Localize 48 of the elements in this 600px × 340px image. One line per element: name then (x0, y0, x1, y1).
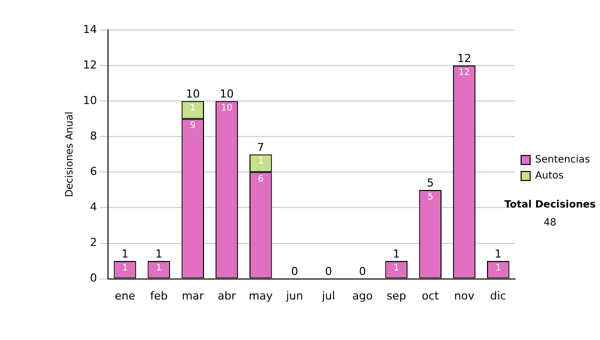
y-tick-label: 0 (90, 272, 97, 285)
x-tick-label: dic (490, 289, 506, 302)
x-tick-label: feb (150, 289, 168, 302)
x-tick-label: mar (182, 289, 204, 302)
y-axis-title: Decisiones Anual (64, 112, 76, 198)
text: 48 (544, 218, 556, 229)
legend-label: Autos (535, 170, 564, 182)
y-tick-label: 4 (90, 200, 97, 214)
total-label: 1 (392, 247, 400, 260)
data-label: 5 (427, 192, 434, 202)
data-label: 1 (190, 103, 196, 114)
data-label: 6 (258, 174, 264, 185)
data-label: 1 (156, 263, 162, 274)
data-label: 1 (495, 263, 502, 274)
x-tick-label: ago (352, 289, 373, 302)
data-label: 1 (394, 263, 400, 274)
x-tick-label: jun (285, 289, 304, 302)
total-label: 1 (121, 247, 128, 260)
total-label: 1 (155, 247, 162, 260)
total-label: 12 (457, 52, 472, 65)
x-tick-label: may (248, 289, 274, 302)
total-label: 0 (358, 265, 366, 278)
total-label: 10 (186, 87, 200, 100)
total-label: 0 (291, 265, 298, 278)
y-tick-label: 12 (82, 58, 97, 72)
x-tick-label: sep (386, 289, 406, 302)
y-tick-label: 8 (90, 129, 97, 142)
total-label: 1 (494, 247, 502, 260)
y-tick-label: 2 (90, 236, 97, 250)
total-label: 5 (426, 176, 434, 190)
x-tick-label: abr (218, 289, 236, 302)
data-label: 1 (122, 263, 128, 274)
data-label: 1 (258, 156, 264, 167)
data-label: 10 (221, 103, 233, 114)
x-tick-label: oct (422, 289, 440, 302)
data-label: 12 (458, 68, 470, 78)
y-tick-label: 10 (82, 94, 97, 107)
x-tick-label: nov (454, 289, 475, 302)
x-tick-label: jul (320, 289, 336, 302)
total-label: 0 (325, 265, 332, 278)
y-tick-label: 14 (82, 22, 97, 36)
legend-label: Sentencias (535, 154, 590, 166)
data-label: 9 (190, 121, 196, 132)
annotation: Total Decisiones (504, 200, 596, 211)
x-tick-label: ene (114, 289, 136, 302)
total-label: 10 (220, 87, 234, 100)
total-label: 7 (257, 140, 264, 154)
y-tick-label: 6 (90, 165, 97, 178)
